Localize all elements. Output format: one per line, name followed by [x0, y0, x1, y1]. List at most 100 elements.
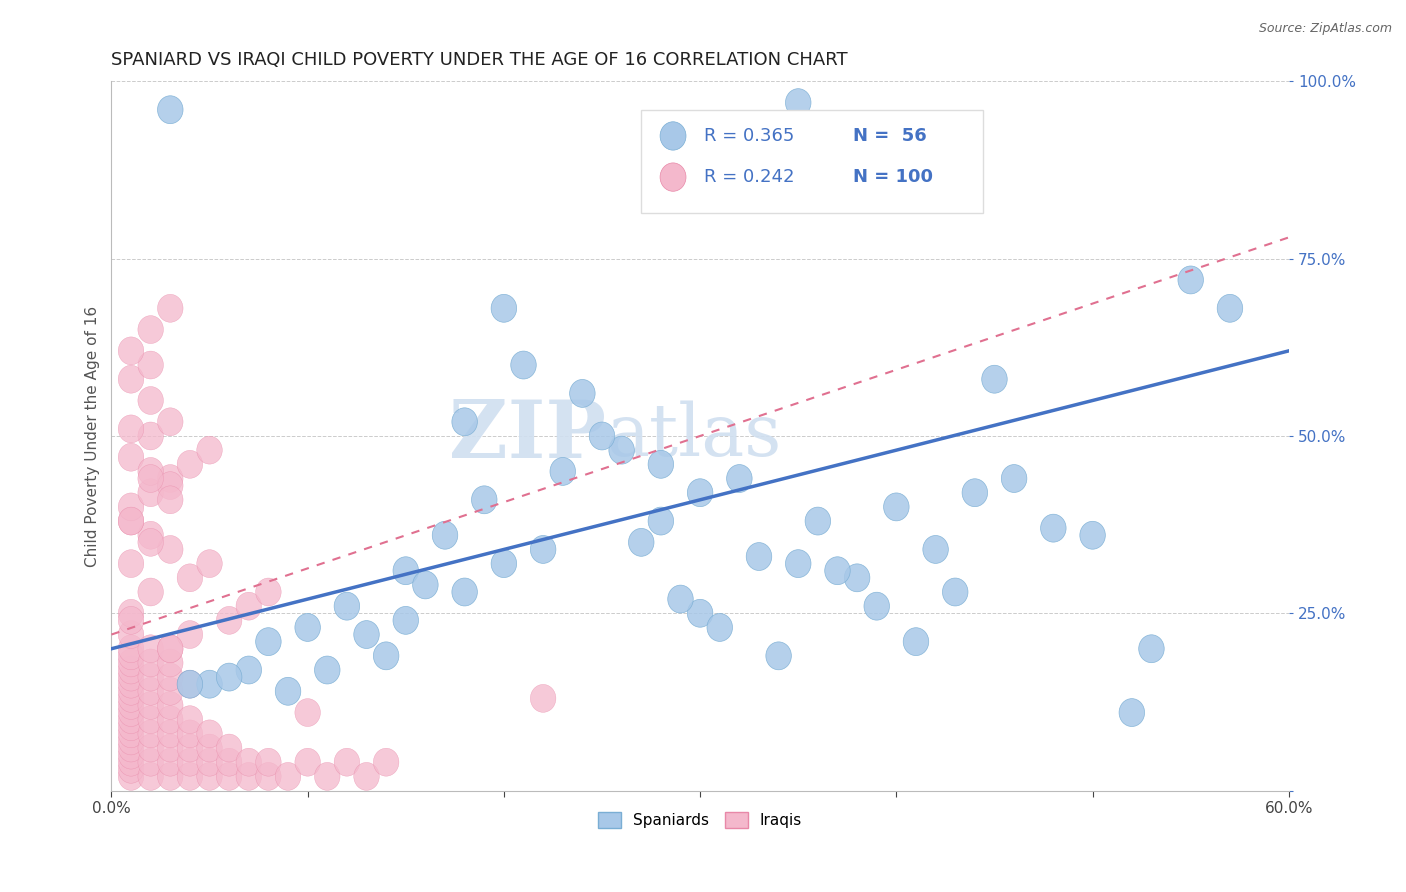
- Ellipse shape: [727, 465, 752, 492]
- Ellipse shape: [668, 585, 693, 613]
- Ellipse shape: [138, 422, 163, 450]
- Ellipse shape: [747, 542, 772, 571]
- Ellipse shape: [766, 642, 792, 670]
- Ellipse shape: [256, 763, 281, 790]
- FancyBboxPatch shape: [641, 110, 983, 212]
- Ellipse shape: [118, 741, 143, 769]
- Ellipse shape: [118, 670, 143, 698]
- Ellipse shape: [118, 677, 143, 706]
- Ellipse shape: [118, 607, 143, 634]
- Text: R = 0.242: R = 0.242: [703, 168, 794, 186]
- Ellipse shape: [177, 564, 202, 591]
- Ellipse shape: [1178, 266, 1204, 293]
- Text: ZIP: ZIP: [449, 397, 606, 475]
- Ellipse shape: [138, 734, 163, 762]
- Ellipse shape: [315, 657, 340, 684]
- Ellipse shape: [118, 508, 143, 535]
- Ellipse shape: [157, 635, 183, 663]
- Text: R = 0.365: R = 0.365: [703, 127, 794, 145]
- Ellipse shape: [157, 691, 183, 720]
- Ellipse shape: [648, 508, 673, 535]
- Ellipse shape: [688, 479, 713, 507]
- Ellipse shape: [688, 599, 713, 627]
- Ellipse shape: [1001, 465, 1026, 492]
- Ellipse shape: [157, 748, 183, 776]
- Ellipse shape: [530, 535, 555, 564]
- Ellipse shape: [177, 670, 202, 698]
- Ellipse shape: [157, 465, 183, 492]
- Ellipse shape: [197, 748, 222, 776]
- Ellipse shape: [157, 734, 183, 762]
- Ellipse shape: [197, 436, 222, 464]
- Ellipse shape: [138, 316, 163, 343]
- Ellipse shape: [118, 713, 143, 740]
- Ellipse shape: [1119, 698, 1144, 726]
- Ellipse shape: [118, 635, 143, 663]
- Ellipse shape: [157, 663, 183, 691]
- Ellipse shape: [118, 493, 143, 521]
- Ellipse shape: [276, 677, 301, 706]
- Ellipse shape: [903, 628, 929, 656]
- Ellipse shape: [157, 720, 183, 747]
- Ellipse shape: [118, 649, 143, 677]
- Ellipse shape: [315, 763, 340, 790]
- Ellipse shape: [609, 436, 634, 464]
- Ellipse shape: [177, 450, 202, 478]
- Ellipse shape: [118, 684, 143, 713]
- Ellipse shape: [354, 621, 380, 648]
- Ellipse shape: [138, 528, 163, 557]
- Ellipse shape: [806, 508, 831, 535]
- Ellipse shape: [491, 549, 516, 578]
- Ellipse shape: [138, 578, 163, 606]
- Ellipse shape: [883, 493, 910, 521]
- Ellipse shape: [157, 472, 183, 500]
- Ellipse shape: [432, 521, 458, 549]
- Ellipse shape: [157, 763, 183, 790]
- Ellipse shape: [412, 571, 439, 599]
- Ellipse shape: [118, 691, 143, 720]
- Ellipse shape: [276, 763, 301, 790]
- Ellipse shape: [138, 521, 163, 549]
- Ellipse shape: [138, 720, 163, 747]
- Ellipse shape: [1139, 635, 1164, 663]
- Text: SPANIARD VS IRAQI CHILD POVERTY UNDER THE AGE OF 16 CORRELATION CHART: SPANIARD VS IRAQI CHILD POVERTY UNDER TH…: [111, 51, 848, 69]
- Ellipse shape: [118, 443, 143, 471]
- Ellipse shape: [118, 706, 143, 733]
- Ellipse shape: [118, 657, 143, 684]
- Ellipse shape: [118, 756, 143, 783]
- Ellipse shape: [138, 635, 163, 663]
- Ellipse shape: [962, 479, 987, 507]
- Ellipse shape: [197, 549, 222, 578]
- Ellipse shape: [217, 607, 242, 634]
- Ellipse shape: [157, 294, 183, 322]
- Ellipse shape: [118, 698, 143, 726]
- Ellipse shape: [118, 720, 143, 747]
- Ellipse shape: [118, 734, 143, 762]
- Ellipse shape: [118, 415, 143, 442]
- Ellipse shape: [451, 578, 478, 606]
- Ellipse shape: [491, 294, 516, 322]
- Ellipse shape: [118, 621, 143, 648]
- Ellipse shape: [138, 351, 163, 379]
- Ellipse shape: [177, 670, 202, 698]
- Ellipse shape: [1080, 521, 1105, 549]
- Ellipse shape: [236, 763, 262, 790]
- Ellipse shape: [981, 366, 1007, 393]
- Ellipse shape: [786, 88, 811, 117]
- Ellipse shape: [845, 564, 870, 591]
- Ellipse shape: [138, 748, 163, 776]
- Ellipse shape: [157, 635, 183, 663]
- Ellipse shape: [550, 458, 575, 485]
- Ellipse shape: [138, 386, 163, 415]
- Ellipse shape: [118, 508, 143, 535]
- Ellipse shape: [295, 748, 321, 776]
- Ellipse shape: [295, 698, 321, 726]
- Ellipse shape: [177, 720, 202, 747]
- Ellipse shape: [177, 748, 202, 776]
- Ellipse shape: [236, 592, 262, 620]
- Ellipse shape: [922, 535, 949, 564]
- Ellipse shape: [177, 763, 202, 790]
- Ellipse shape: [118, 642, 143, 670]
- Ellipse shape: [863, 592, 890, 620]
- Ellipse shape: [197, 734, 222, 762]
